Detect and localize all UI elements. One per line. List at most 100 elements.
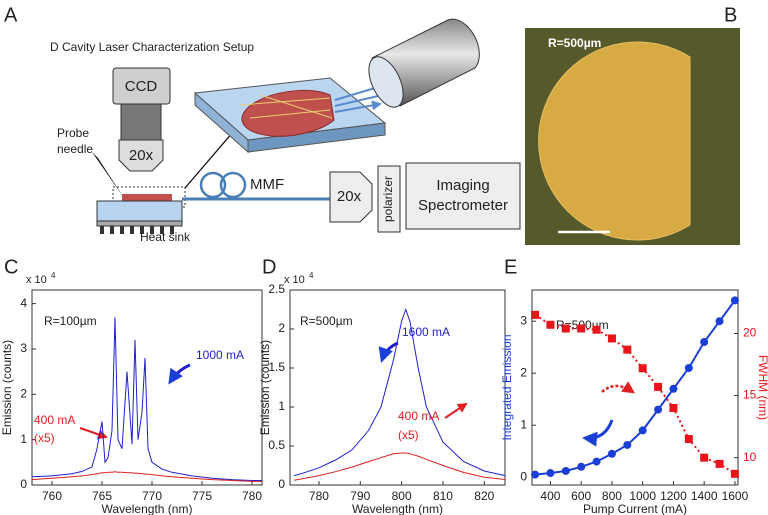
y-tick-label: 2.5 <box>268 282 285 296</box>
stage <box>96 200 183 222</box>
point <box>561 466 570 475</box>
y-tick-label: 2 <box>520 365 527 379</box>
point <box>700 338 709 346</box>
heat-sink <box>96 220 183 227</box>
heat-sink-label: Heat sink <box>140 230 191 244</box>
x-tick-label: 775 <box>192 489 212 503</box>
spectrometer-label: Imaging <box>436 177 489 194</box>
fiber-coil <box>199 171 227 199</box>
emission-arrows <box>334 87 380 112</box>
annotation: (x5) <box>398 428 419 442</box>
x-tick-label: 780 <box>309 489 329 503</box>
plot-frame <box>289 289 506 486</box>
point <box>623 345 632 354</box>
y-axis-label: Emission (counts) <box>0 340 14 435</box>
point <box>715 459 724 468</box>
curve-arrow <box>601 381 636 394</box>
micrograph: R=500µm B <box>525 4 740 245</box>
y-tick-label: 0 <box>520 469 527 483</box>
panel-label: E <box>504 256 517 278</box>
point <box>700 453 709 462</box>
x-tick-label: 1600 <box>722 489 749 503</box>
point <box>546 320 555 329</box>
point <box>730 296 739 305</box>
curve-arrow <box>582 419 614 447</box>
point <box>607 334 616 343</box>
axis-multiplier: x 10 <box>26 274 47 286</box>
point <box>577 462 586 471</box>
objective-label: 20x <box>129 147 154 164</box>
point <box>715 317 724 326</box>
x-tick-label: 760 <box>42 489 62 503</box>
annotation: R=100µm <box>44 314 97 328</box>
curve-arrow <box>79 427 108 440</box>
polarizer-box <box>377 165 401 233</box>
point <box>684 435 693 444</box>
y-tick-label: 0 <box>20 477 27 491</box>
point <box>531 310 540 319</box>
y2-axis-label: FWHM (nm) <box>756 355 768 420</box>
y2-tick-label: 20 <box>743 326 757 340</box>
y-tick-label: 3 <box>520 313 527 327</box>
annotation: (x5) <box>34 431 55 445</box>
point <box>592 457 601 466</box>
y-tick-label: 2 <box>20 386 27 400</box>
curve-arrow <box>168 363 191 385</box>
annotation: R=500µm <box>300 314 353 328</box>
point <box>546 469 555 478</box>
point <box>623 440 632 449</box>
y-tick-label: 1 <box>520 417 527 431</box>
x-tick-label: 600 <box>571 489 591 503</box>
d-cavity <box>241 90 335 137</box>
y-tick-label: 1.5 <box>268 360 285 374</box>
y-tick-label: 4 <box>20 296 27 310</box>
point <box>730 469 739 478</box>
x-tick-label: 820 <box>474 489 494 503</box>
spectrometer-label: Spectrometer <box>418 197 508 214</box>
point <box>638 364 647 373</box>
point <box>638 426 647 435</box>
x-tick-label: 1200 <box>660 489 687 503</box>
x-tick-label: 1000 <box>629 489 656 503</box>
lens-face <box>368 56 404 108</box>
x-tick-label: 400 <box>540 489 560 503</box>
panel-label: B <box>724 4 737 26</box>
series-label: 1600 mA <box>402 325 450 339</box>
x-tick-label: 770 <box>142 489 162 503</box>
x-tick-label: 765 <box>92 489 112 503</box>
objective <box>329 171 373 223</box>
panel-label: D <box>262 256 276 278</box>
setup-title: D Cavity Laser Characterization Setup <box>50 40 254 54</box>
panel-label: A <box>4 4 18 26</box>
y-tick-label: 0.5 <box>268 438 285 452</box>
curve-arrow <box>378 341 399 363</box>
point <box>607 449 616 458</box>
objective-label: 20x <box>337 188 362 205</box>
curve-arrow <box>444 402 468 419</box>
x-axis-label: Wavelength (nm) <box>102 502 193 515</box>
axis-multiplier-exponent: 4 <box>51 271 56 280</box>
point <box>654 382 663 391</box>
y2-tick-label: 10 <box>743 450 757 464</box>
point <box>669 403 678 412</box>
rays <box>239 94 333 119</box>
heat-sink-fins <box>100 226 174 234</box>
point <box>531 470 540 479</box>
fiber-label: MMF <box>250 176 284 193</box>
x-tick-label: 800 <box>602 489 622 503</box>
d-cavity-image <box>538 41 691 241</box>
radius-label: R=500µm <box>548 36 601 50</box>
series-label: 400 mA <box>398 409 439 423</box>
laser-chip <box>122 194 172 201</box>
panel-label: C <box>4 256 18 278</box>
series-line <box>31 471 262 482</box>
ccd-tube <box>120 103 162 141</box>
polarizer-label: polarizer <box>381 176 395 222</box>
point <box>561 324 570 333</box>
axis-multiplier: x 10 <box>284 274 305 286</box>
point <box>577 324 586 333</box>
y-tick-label: 2 <box>278 321 285 335</box>
probe-needle <box>92 152 124 198</box>
x-tick-label: 780 <box>242 489 262 503</box>
